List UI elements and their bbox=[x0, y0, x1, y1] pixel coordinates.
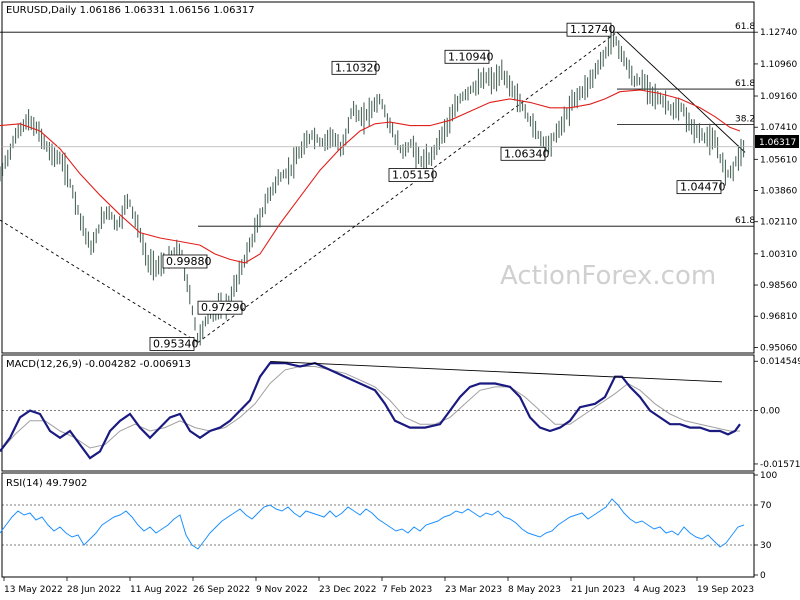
price-label-box bbox=[149, 337, 195, 351]
price-layer: 61.8 61.8 38.2 61.8 1.12740 1.10320 1.10940 1.0… bbox=[0, 22, 755, 351]
axis-layer: 1.12740 1.10960 1.09160 1.07410 1.05610 1.038… bbox=[3, 28, 800, 595]
date-tick-label: 7 Feb 2023 bbox=[382, 585, 432, 595]
price-tick-label: 0.95060 bbox=[760, 343, 797, 353]
date-tick-label: 26 Sep 2022 bbox=[193, 585, 250, 595]
price-bars bbox=[0, 29, 745, 346]
price-label-text: 1.12740 bbox=[570, 23, 616, 36]
price-label: 1.05150 bbox=[388, 168, 438, 182]
price-label-text: 1.10940 bbox=[448, 50, 494, 63]
price-tick-label: 1.00310 bbox=[760, 250, 797, 260]
date-tick-label: 23 Mar 2023 bbox=[445, 585, 502, 595]
price-trendline bbox=[616, 31, 746, 153]
price-label-text: 1.05150 bbox=[392, 169, 438, 182]
price-label-text: 1.06340 bbox=[504, 147, 550, 160]
macd-tick-label: 0.014549 bbox=[760, 357, 800, 367]
rsi-label: RSI(14) 49.7902 bbox=[6, 478, 87, 489]
macd-signal-line bbox=[0, 366, 740, 452]
date-tick-label: 19 Sep 2023 bbox=[697, 585, 754, 595]
macd-panel-frame bbox=[1, 354, 755, 472]
price-label-text: 0.97290 bbox=[201, 301, 247, 314]
date-tick-label: 13 May 2022 bbox=[4, 585, 63, 595]
last-price-value: 1.06317 bbox=[759, 138, 796, 148]
date-tick-label: 11 Aug 2022 bbox=[130, 585, 188, 595]
price-label-box bbox=[197, 300, 243, 315]
rsi-panel-frame bbox=[1, 472, 755, 578]
sma-line bbox=[0, 89, 741, 264]
date-tick-label: 8 May 2023 bbox=[508, 585, 561, 595]
price-label-text: 1.10320 bbox=[335, 61, 381, 74]
price-label-box bbox=[566, 22, 612, 37]
price-label-box bbox=[331, 60, 377, 75]
rsi-tick-label: 30 bbox=[760, 541, 772, 551]
price-label-box bbox=[444, 49, 490, 64]
price-tick-label: 1.05610 bbox=[760, 155, 797, 165]
price-tick-label: 1.09160 bbox=[760, 92, 797, 102]
price-tick-label: 0.96810 bbox=[760, 312, 797, 322]
price-label: 1.12740 bbox=[566, 22, 616, 37]
price-label: 1.04470 bbox=[676, 180, 726, 195]
macd-tick-label: 0.00 bbox=[760, 407, 780, 417]
macd-label: MACD(12,26,9) -0.004282 -0.006913 bbox=[6, 359, 191, 370]
price-label: 1.10940 bbox=[444, 49, 494, 64]
price-label-box bbox=[162, 254, 208, 269]
date-tick-label: 21 Jun 2023 bbox=[571, 585, 625, 595]
price-label-box bbox=[500, 146, 546, 161]
fib-level-label: 61.8 bbox=[735, 216, 755, 226]
macd-line bbox=[0, 361, 741, 460]
price-label-box bbox=[676, 180, 722, 195]
price-panel-frame bbox=[1, 1, 755, 354]
price-label: 1.10320 bbox=[331, 60, 381, 75]
price-label-text: 0.99880 bbox=[166, 255, 212, 268]
price-tick-label: 1.02110 bbox=[760, 218, 797, 228]
price-label: 0.99880 bbox=[162, 254, 212, 269]
price-label-text: 1.04470 bbox=[680, 181, 726, 194]
fib-level-label: 61.8 bbox=[735, 79, 755, 89]
price-label-text: 0.95340 bbox=[153, 337, 199, 350]
price-tick-label: 1.07410 bbox=[760, 123, 797, 133]
date-tick-label: 28 Jun 2022 bbox=[67, 585, 121, 595]
fib-level-label: 61.8 bbox=[735, 22, 755, 32]
last-price-tag: 1.06317 bbox=[755, 135, 799, 148]
fib-level-label: 38.2 bbox=[735, 114, 755, 124]
rsi-layer bbox=[0, 498, 754, 550]
rsi-line bbox=[0, 498, 745, 550]
macd-trendline bbox=[269, 360, 723, 383]
date-tick-label: 4 Aug 2023 bbox=[634, 585, 686, 595]
price-label-box bbox=[388, 168, 434, 182]
price-trendline bbox=[0, 219, 199, 343]
price-label: 0.95340 bbox=[149, 337, 199, 351]
watermark: ActionForex.com bbox=[500, 261, 716, 291]
price-label: 0.97290 bbox=[197, 300, 247, 315]
rsi-tick-label: 100 bbox=[760, 471, 777, 481]
price-trendline bbox=[197, 31, 618, 343]
rsi-tick-label: 70 bbox=[760, 501, 772, 511]
macd-layer bbox=[0, 360, 754, 460]
price-tick-label: 1.10960 bbox=[760, 60, 797, 70]
price-label: 1.06340 bbox=[500, 146, 550, 161]
chart-header: EURUSD,Daily 1.06186 1.06331 1.06156 1.0… bbox=[6, 5, 255, 16]
date-tick-label: 23 Dec 2022 bbox=[319, 585, 377, 595]
rsi-tick-label: 0 bbox=[760, 571, 766, 581]
price-tick-label: 1.12740 bbox=[760, 28, 797, 38]
macd-tick-label: -0.015712 bbox=[760, 460, 800, 470]
price-tick-label: 0.98560 bbox=[760, 281, 797, 291]
price-tick-label: 1.03860 bbox=[760, 187, 797, 197]
date-tick-label: 9 Nov 2022 bbox=[256, 585, 308, 595]
